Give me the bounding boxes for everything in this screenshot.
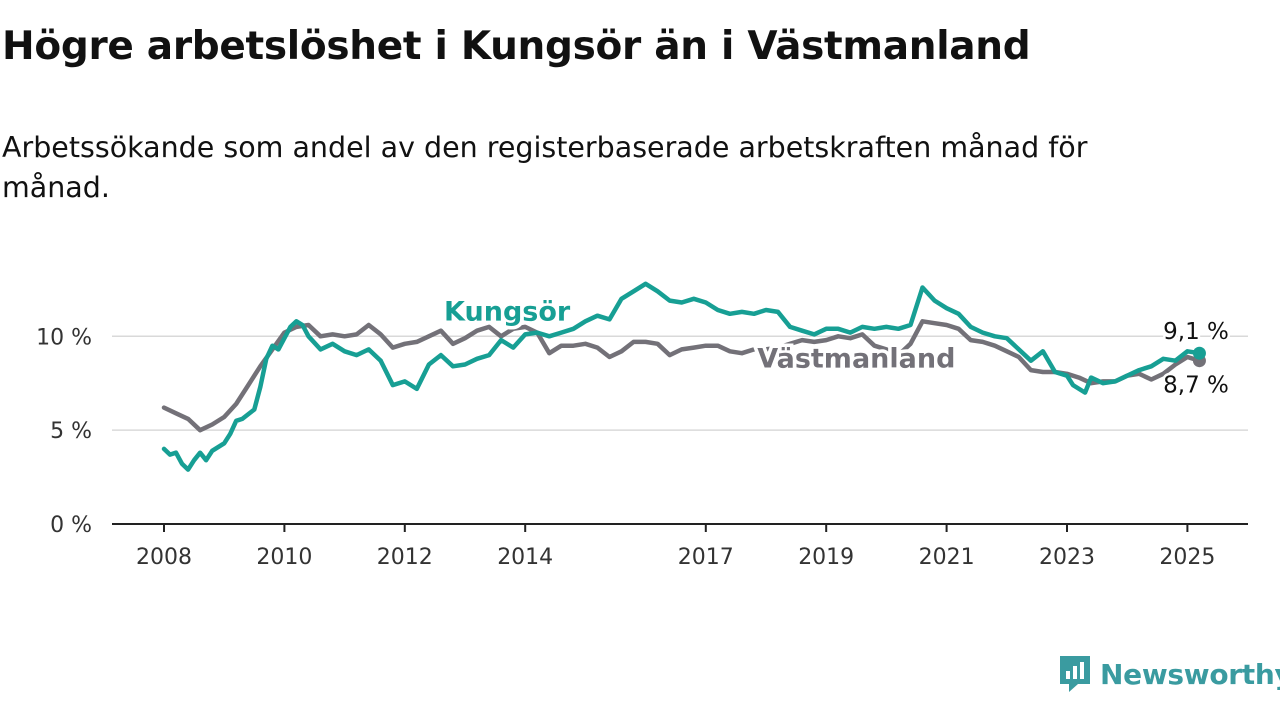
end-value-label: 8,7 % [1163,373,1229,399]
y-tick-label: 0 % [50,513,92,538]
series-label-kungsör: Kungsör [444,296,571,327]
series-label-västmanland: Västmanland [757,343,955,374]
x-tick-label: 2014 [497,545,553,570]
newsworthy-logo[interactable]: Newsworthy [1058,654,1280,694]
x-tick-label: 2023 [1039,545,1095,570]
chart-subtitle: Arbetssökande som andel av den registerb… [2,131,1088,204]
x-tick-label: 2008 [136,545,192,570]
y-tick-label: 10 % [36,325,92,350]
y-tick-label: 5 % [50,419,92,444]
series-line-kungsör [161,281,1202,472]
end-value-label: 9,1 % [1163,319,1229,345]
brand-name: Newsworthy [1100,657,1280,691]
newsworthy-logo-icon [1060,656,1090,692]
x-tick-label: 2021 [919,545,975,570]
x-tick-label: 2012 [377,545,433,570]
series-line-västmanland [161,319,1202,433]
chart-title: Högre arbetslöshet i Kungsör än i Västma… [2,24,1031,69]
x-tick-label: 2017 [678,545,734,570]
x-tick-label: 2019 [798,545,854,570]
x-tick-label: 2025 [1159,545,1215,570]
x-tick-label: 2010 [256,545,312,570]
series-end-point [1192,346,1206,360]
